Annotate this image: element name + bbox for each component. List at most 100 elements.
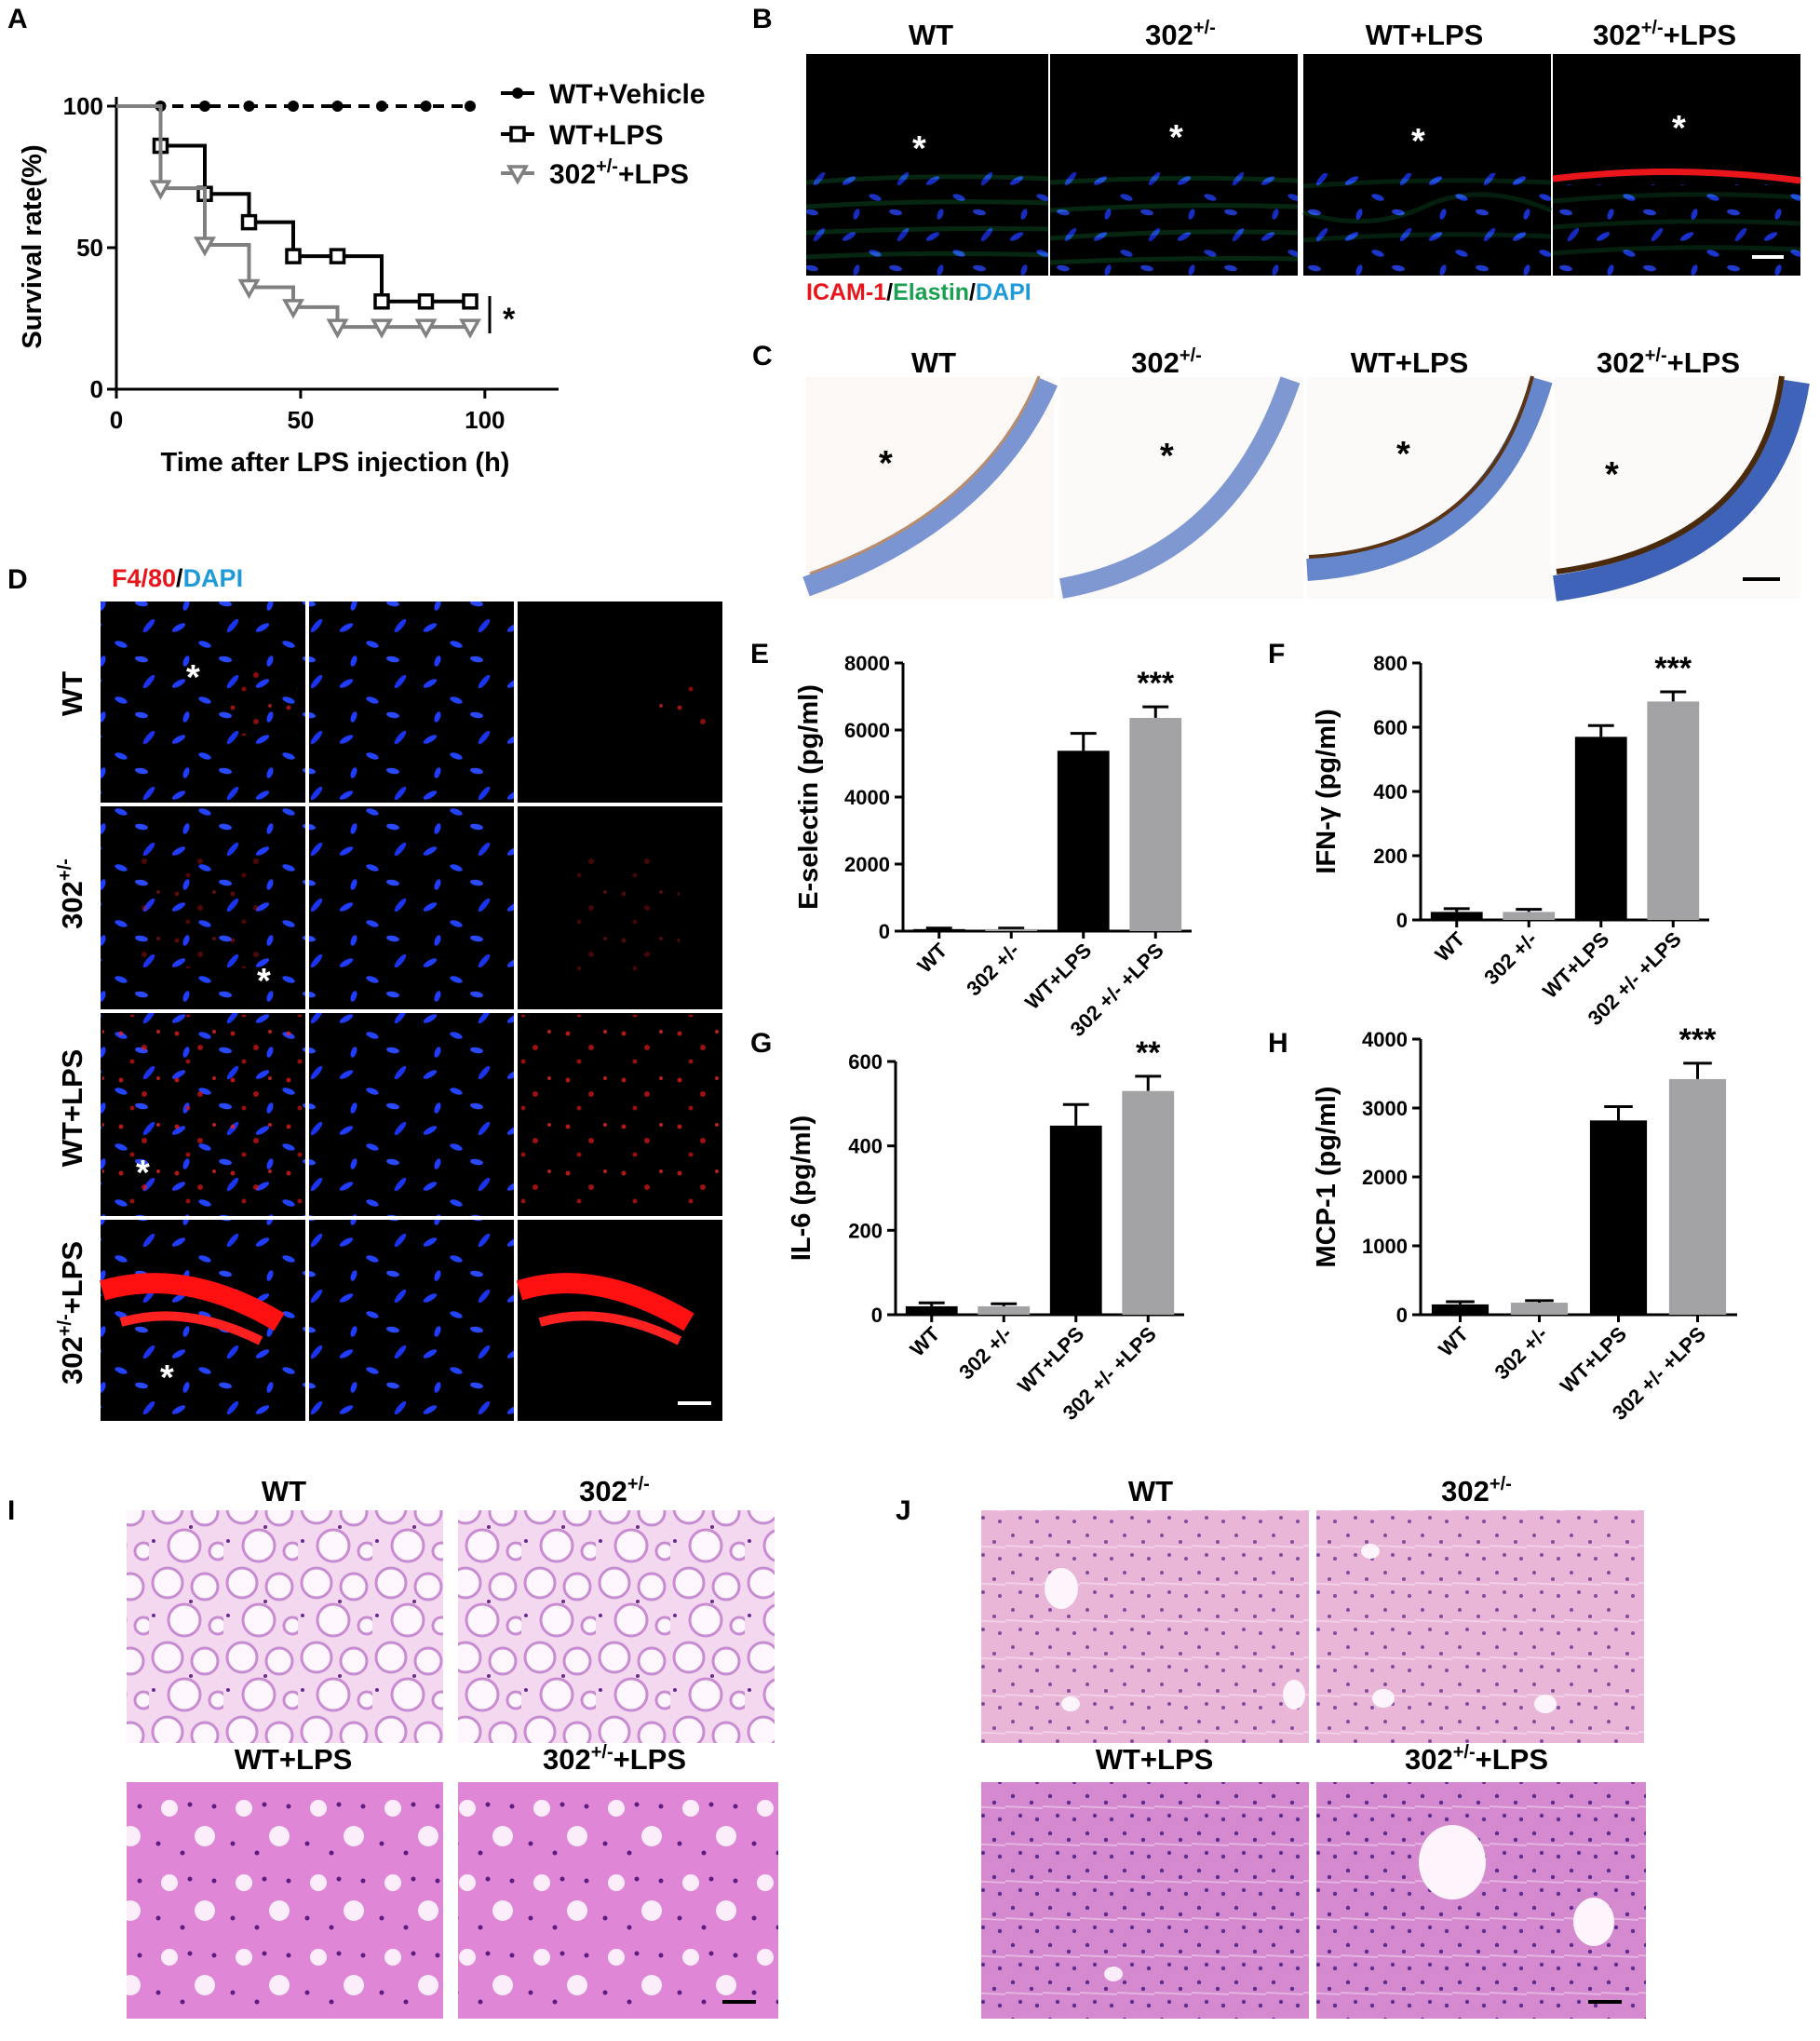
y-tick-label: 0: [1396, 1304, 1408, 1327]
panel-c-label-wt: WT: [911, 346, 956, 379]
panel-c: C WT 302+/- WT+LPS 302+/-+LPS * *: [752, 341, 1810, 601]
data-point: [465, 101, 476, 112]
bar: [1049, 1125, 1102, 1315]
significance-marker: ***: [1654, 651, 1692, 686]
panel-c-images: * * * *: [802, 375, 1810, 601]
asterisk: *: [136, 1154, 150, 1193]
panel-i-label-302: 302+/-: [579, 1474, 650, 1507]
asterisk: *: [1169, 118, 1183, 157]
data-point: [326, 318, 349, 339]
panel-a: A 0 50 100 0 50 100 Time after LPS injection (…: [7, 4, 706, 478]
y-tick-label: 0: [1396, 909, 1408, 932]
panel-d-image: [309, 1220, 514, 1421]
bar: [1668, 1078, 1727, 1315]
data-point: [329, 248, 346, 264]
y-axis-title: IFN-γ (pg/ml): [1312, 709, 1341, 873]
y-tick-label: 4000: [1362, 1028, 1408, 1051]
asterisk: *: [1672, 109, 1686, 148]
x-tick-label: WT: [1430, 926, 1469, 966]
panel-b-stain-legend: ICAM-1/Elastin/DAPI: [806, 279, 1031, 305]
panel-b-image-302-lps: *: [1552, 54, 1801, 276]
x-tick-label: WT+LPS: [1538, 927, 1613, 1003]
panel-letter-a: A: [7, 4, 28, 34]
panel-b-images: * * *: [805, 54, 1801, 276]
data-point: [506, 165, 529, 185]
data-point: [459, 318, 481, 339]
legend-entry: 302+/-+LPS: [549, 156, 689, 190]
x-tick-label: WT: [905, 1321, 944, 1360]
panel-d: D F4/80/DAPI WT 302+/- WT+LPS 302+/-+LPS…: [7, 564, 722, 1421]
data-point: [282, 299, 304, 319]
bar: [1510, 1303, 1569, 1315]
panel-d-stain-legend: F4/80/DAPI: [112, 564, 243, 592]
data-point: [414, 318, 438, 339]
bar: [912, 928, 965, 931]
data-point: [194, 237, 216, 257]
bar: [977, 1305, 1031, 1315]
panel-j-label-302: 302+/-: [1441, 1474, 1512, 1507]
bar: [1057, 750, 1110, 931]
panel-j-label-302-lps: 302+/-+LPS: [1405, 1742, 1548, 1776]
x-tick-label: WT+LPS: [1020, 939, 1096, 1014]
x-tick-label: 100: [465, 406, 505, 434]
mcp-1-chart: 0 1000 2000 3000 4000 MCP-1 (pg/ml) WT 302 +/- W…: [1312, 1022, 1737, 1425]
panel-c-image-302-lps: *: [1553, 375, 1810, 601]
panel-i-image-wt-lps: [127, 1782, 443, 2019]
ifn-gamma-chart: 0 200 400 600 800 IFN-γ (pg/ml) WT 302 +/-WT+LP…: [1312, 651, 1709, 1030]
data-point: [420, 101, 432, 112]
panel-d-image: [309, 806, 514, 1009]
panel-c-label-302-lps: 302+/-+LPS: [1597, 345, 1740, 379]
data-point: [285, 248, 302, 264]
panel-j-image-302: [1316, 1510, 1644, 1743]
data-point: [371, 318, 393, 339]
panel-j: J WT 302+/- WT+LPS 302+/-+LPS: [896, 1474, 1646, 2019]
data-point: [331, 101, 344, 112]
panel-letter-d: D: [7, 564, 28, 595]
y-tick-label: 6000: [844, 719, 890, 742]
panel-j-image-wt-lps: [981, 1782, 1309, 2019]
y-tick-label: 50: [76, 234, 103, 262]
panel-b-label-302-lps: 302+/-+LPS: [1593, 18, 1736, 51]
y-tick-label: 200: [1373, 845, 1408, 868]
y-tick-label: 2000: [1362, 1166, 1408, 1189]
y-tick-label: 4000: [844, 786, 890, 809]
panel-j-label-wt: WT: [1128, 1475, 1173, 1507]
panel-i-image-302-lps: [458, 1782, 778, 2019]
panel-letter-j: J: [896, 1495, 911, 1526]
x-tick-label: WT: [1434, 1321, 1473, 1360]
significance-marker: ***: [1137, 666, 1174, 701]
significance-marker: *: [503, 302, 516, 337]
x-tick-label: WT+LPS: [1013, 1322, 1088, 1398]
x-axis-title: Time after LPS injection (h): [161, 448, 510, 478]
significance-marker: **: [1136, 1035, 1161, 1071]
panel-i-image-302: [458, 1510, 775, 1743]
panel-c-image-302: *: [1059, 376, 1303, 599]
panel-c-label-wt-lps: WT+LPS: [1351, 346, 1469, 379]
scale-bar: [1743, 577, 1780, 581]
x-tick-label: 302 +/-: [1479, 927, 1542, 990]
asterisk: *: [257, 962, 271, 1001]
y-tick-label: 800: [1373, 652, 1408, 675]
panel-b-label-wt: WT: [909, 19, 953, 51]
panel-letter-e: E: [750, 639, 769, 669]
bar: [985, 928, 1038, 931]
panel-d-row-label-wt-lps: WT+LPS: [56, 1049, 88, 1168]
panel-d-image: [309, 601, 514, 803]
x-tick-label: 302 +/-: [1490, 1322, 1552, 1385]
data-point: [512, 88, 523, 99]
significance-marker: ***: [1679, 1022, 1717, 1058]
panel-b: B WT 302+/- WT+LPS 302+/-+LPS *: [752, 4, 1801, 305]
data-point: [288, 101, 299, 112]
y-tick-label: 1000: [1362, 1235, 1408, 1258]
y-tick-label: 8000: [844, 652, 890, 675]
x-tick-label: 302 +/-: [962, 939, 1024, 1001]
y-axis-title: MCP-1 (pg/ml): [1312, 1087, 1341, 1268]
panel-i: I WT 302+/- WT+LPS 302+/-+LPS: [7, 1474, 778, 2019]
panel-i-label-wt-lps: WT+LPS: [235, 1743, 353, 1776]
panel-e: E 0 2000 4000 6000 8000 E-selectin (pg/ml) WT 3…: [750, 639, 1192, 1041]
panel-b-labels: WT 302+/- WT+LPS 302+/-+LPS: [909, 18, 1736, 51]
y-tick-label: 3000: [1362, 1097, 1408, 1120]
y-axis-title: Survival rate(%): [18, 144, 47, 348]
asterisk: *: [1396, 435, 1410, 474]
